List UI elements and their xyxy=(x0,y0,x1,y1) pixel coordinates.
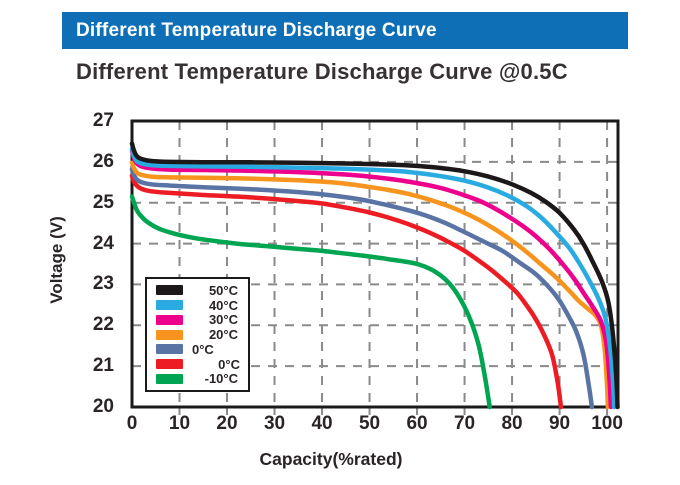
y-tick-label: 20 xyxy=(92,396,114,417)
x-tick-label: 80 xyxy=(501,413,523,434)
x-tick-label: 60 xyxy=(406,413,428,434)
curve-0°c xyxy=(129,173,564,410)
x-tick-label: 10 xyxy=(168,413,191,434)
legend-swatch xyxy=(156,300,183,310)
y-tick-label: 26 xyxy=(92,150,114,172)
curve-20°c xyxy=(129,160,611,410)
chart-title: Different Temperature Discharge Curve @0… xyxy=(76,59,568,84)
curve-0°c xyxy=(129,166,595,410)
curve-40°c xyxy=(129,146,617,410)
x-tick-label: 70 xyxy=(453,413,476,434)
legend-swatch xyxy=(156,359,183,369)
legend-item: 30°C xyxy=(156,313,240,326)
legend-item: 0°C xyxy=(156,358,240,371)
x-tick-label: 50 xyxy=(358,413,381,434)
legend-swatch xyxy=(156,329,183,340)
y-tick-label: 24 xyxy=(92,232,114,254)
legend-item: 40°C xyxy=(156,299,240,312)
plot-border xyxy=(130,119,620,409)
legend-swatch xyxy=(156,285,183,296)
legend-label: 20°C xyxy=(208,327,238,342)
x-axis-title: Capacity(%rated) xyxy=(259,449,403,469)
x-tick-label: 20 xyxy=(216,413,238,434)
y-tick-label: 22 xyxy=(92,314,114,336)
x-tick-label: 100 xyxy=(591,413,623,434)
header-banner: Different Temperature Discharge Curve xyxy=(62,12,628,49)
legend-swatch xyxy=(156,314,183,325)
legend-item: 50°C xyxy=(156,284,240,297)
y-tick-label: 21 xyxy=(92,355,114,377)
curve-30°c xyxy=(129,148,614,410)
x-tick-label: 0 xyxy=(126,413,138,434)
legend-swatch xyxy=(156,344,183,355)
y-tick-label: 25 xyxy=(92,191,114,213)
legend-item: 0°C xyxy=(156,343,240,356)
x-tick-label: 90 xyxy=(548,413,571,434)
legend-label: 30°C xyxy=(208,312,238,328)
legend-label: -10°C xyxy=(204,371,238,387)
legend-label: 0°C xyxy=(218,356,240,372)
legend: 50°C 40°C 30°C 20°C 0°C 0°C -10°C xyxy=(145,277,250,392)
legend-item: -10°C xyxy=(156,372,240,385)
y-tick-label: 27 xyxy=(92,110,114,131)
y-tick-label: 23 xyxy=(92,273,114,295)
legend-item: 20°C xyxy=(156,328,240,341)
curve-50°c xyxy=(129,141,620,410)
legend-label: 50°C xyxy=(208,282,238,298)
banner-title: Different Temperature Discharge Curve xyxy=(76,19,437,41)
legend-label: 40°C xyxy=(208,297,238,313)
curve--10°c xyxy=(129,194,492,410)
x-tick-label: 30 xyxy=(263,413,286,434)
x-tick-label: 40 xyxy=(311,413,333,434)
legend-label: 0°C xyxy=(192,341,214,357)
legend-swatch xyxy=(156,373,183,384)
